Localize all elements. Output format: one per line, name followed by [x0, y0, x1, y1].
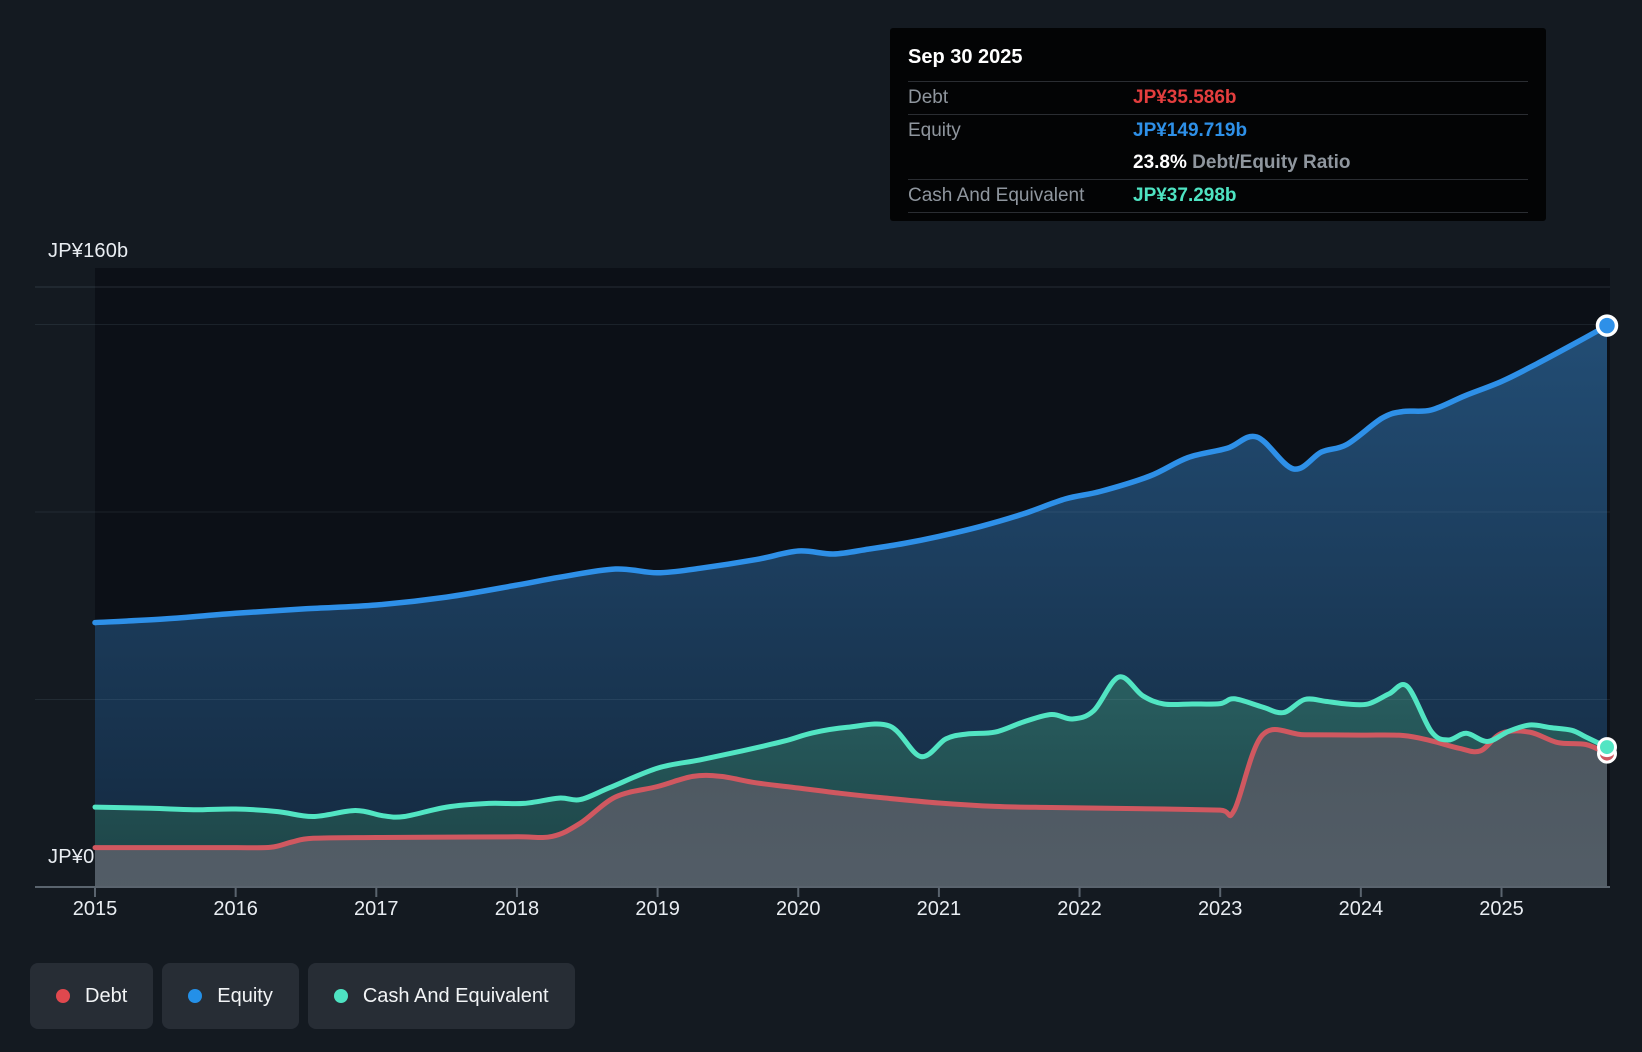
tooltip: Sep 30 2025 Debt JP¥35.586b Equity JP¥14…	[890, 28, 1546, 221]
x-axis-label-2025: 2025	[1479, 898, 1524, 920]
x-axis-label-2019: 2019	[635, 898, 680, 920]
legend-label-debt: Debt	[85, 984, 128, 1007]
tooltip-cash-label: Cash And Equivalent	[908, 185, 1085, 206]
series-line-equity	[92, 322, 1610, 626]
tooltip-ratio-value: 23.8%	[1133, 152, 1187, 173]
tooltip-ratio-label: Debt/Equity Ratio	[1192, 152, 1351, 173]
tooltip-debt-label: Debt	[908, 87, 949, 108]
legend-dot-equity	[188, 989, 203, 1003]
tooltip-debt-value: JP¥35.586b	[1133, 87, 1237, 108]
x-axis-label-2016: 2016	[213, 898, 258, 920]
area-fill-debt	[95, 729, 1607, 887]
tooltip-equity-value: JP¥149.719b	[1133, 120, 1248, 141]
x-axis-label-2024: 2024	[1338, 898, 1384, 920]
tooltip-ratio-row: 23.8% Debt/Equity Ratio	[908, 147, 1528, 180]
legend: Debt Equity Cash And Equivalent	[30, 963, 575, 1029]
x-axis-label-2017: 2017	[354, 898, 399, 920]
legend-item-debt[interactable]: Debt	[30, 963, 154, 1029]
x-axis-label-2021: 2021	[916, 898, 962, 920]
tooltip-cash-value: JP¥37.298b	[1133, 185, 1237, 206]
series-line-debt	[92, 726, 1610, 851]
end-marker-equity[interactable]	[1595, 314, 1619, 337]
legend-label-cash: Cash And Equivalent	[362, 984, 549, 1007]
tooltip-date: Sep 30 2025	[908, 42, 1528, 82]
end-marker-cash-and-equivalent[interactable]	[1597, 737, 1617, 758]
tooltip-cash-row: Cash And Equivalent JP¥37.298b	[908, 180, 1528, 213]
tooltip-equity-label: Equity	[908, 120, 961, 141]
legend-item-equity[interactable]: Equity	[162, 963, 299, 1029]
y-axis-max-label: JP¥160b	[48, 240, 129, 262]
series-line-cash-and-equivalent	[92, 674, 1610, 820]
x-axis-label-2018: 2018	[494, 898, 540, 920]
x-axis-label-2023: 2023	[1197, 898, 1243, 920]
x-axis-label-2015: 2015	[72, 898, 118, 920]
legend-dot-debt	[56, 989, 70, 1003]
y-axis-zero-label: JP¥0	[48, 846, 95, 868]
legend-item-cash[interactable]: Cash And Equivalent	[307, 963, 575, 1029]
x-axis-label-2022: 2022	[1057, 898, 1102, 920]
tooltip-equity-row: Equity JP¥149.719b	[908, 115, 1528, 147]
legend-label-equity: Equity	[217, 984, 273, 1007]
tooltip-debt-row: Debt JP¥35.586b	[908, 82, 1528, 115]
x-axis-label-2020: 2020	[776, 898, 821, 920]
legend-dot-cash	[333, 989, 348, 1003]
